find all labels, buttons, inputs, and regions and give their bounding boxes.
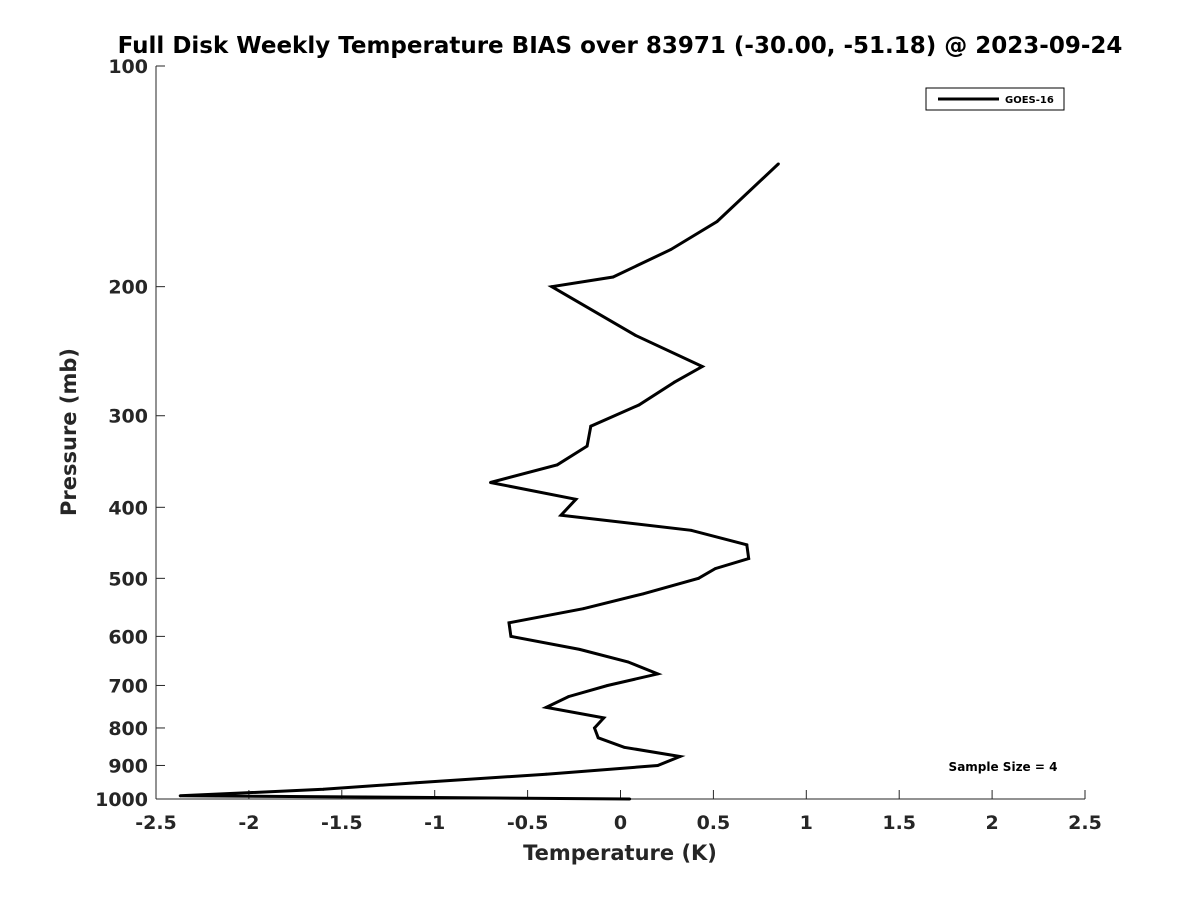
data-point — [672, 380, 676, 384]
data-point — [747, 557, 751, 561]
plot-area: -2.5 -2 -1.5 -1 -0.5 0 0.5 1 1.5 2 2.5 100 200 300 40… — [95, 56, 1102, 834]
data-point — [602, 716, 606, 720]
data-point — [550, 285, 554, 289]
data-point — [745, 543, 749, 547]
data-point — [697, 576, 700, 580]
data-point — [606, 684, 609, 687]
data-point — [713, 567, 717, 571]
data-point — [777, 162, 780, 166]
y-tick-label: 500 — [108, 568, 148, 590]
x-tick-label: 2.5 — [1068, 812, 1102, 834]
chart-title: Full Disk Weekly Temperature BIAS over 8… — [118, 33, 1123, 59]
x-tick-label: -2.5 — [135, 812, 177, 834]
data-point — [507, 621, 511, 625]
y-tick-label: 800 — [108, 718, 148, 740]
data-point — [321, 787, 325, 791]
data-point — [414, 796, 418, 799]
data-point — [555, 463, 559, 467]
x-axis-label: Temperature (K) — [523, 841, 717, 865]
x-tick-label: 1 — [800, 812, 813, 834]
data-point — [593, 726, 596, 730]
data-point — [589, 424, 593, 428]
data-point — [574, 497, 578, 501]
data-point — [489, 481, 492, 484]
x-tick-label: -0.5 — [507, 812, 549, 834]
y-tick-label: 700 — [108, 675, 148, 697]
data-point — [626, 660, 630, 664]
data-point — [578, 647, 582, 651]
data-point — [544, 706, 548, 709]
data-point — [641, 592, 645, 596]
data-point — [596, 736, 600, 740]
y-tick-label: 900 — [108, 755, 148, 777]
x-tick-label: 2 — [985, 812, 998, 834]
x-tick-label: -1 — [424, 812, 445, 834]
data-point — [567, 695, 570, 699]
y-tick-label: 200 — [108, 277, 148, 299]
data-point — [611, 275, 615, 279]
data-point — [509, 634, 513, 638]
data-point — [559, 513, 563, 517]
data-point — [585, 444, 589, 448]
data-point — [669, 248, 673, 251]
data-point — [656, 672, 660, 676]
data-point — [689, 528, 693, 532]
x-tick-label: 0 — [614, 812, 627, 834]
legend-label-goes16: GOES-16 — [1005, 95, 1054, 106]
data-points — [178, 162, 780, 801]
sample-size-annotation: Sample Size = 4 — [949, 760, 1058, 774]
x-tick-label: -1.5 — [321, 812, 363, 834]
legend: GOES-16 — [925, 87, 1065, 111]
data-point — [628, 797, 632, 801]
data-point — [715, 220, 719, 223]
series-line-goes16 — [180, 162, 780, 801]
x-tick-label: 1.5 — [882, 812, 916, 834]
data-point — [637, 403, 641, 407]
x-tick-label: 0.5 — [697, 812, 731, 834]
y-axis-label: Pressure (mb) — [57, 348, 81, 516]
data-point — [178, 794, 182, 798]
y-tick-label: 100 — [108, 56, 148, 78]
data-point — [622, 745, 626, 749]
y-ticks: 100 200 300 400 500 600 700 800 900 1000 — [95, 56, 165, 811]
data-point — [678, 755, 682, 758]
data-point — [633, 333, 637, 337]
x-tick-label: -2 — [238, 812, 259, 834]
data-point — [544, 772, 548, 776]
y-tick-label: 300 — [108, 406, 148, 428]
y-tick-label: 600 — [108, 626, 148, 648]
x-ticks: -2.5 -2 -1.5 -1 -0.5 0 0.5 1 1.5 2 2.5 — [135, 790, 1102, 834]
data-point — [414, 781, 418, 785]
data-point — [656, 764, 660, 767]
y-tick-label: 1000 — [95, 789, 148, 811]
data-point — [581, 607, 585, 611]
y-tick-label: 400 — [108, 497, 148, 519]
data-point — [700, 365, 704, 368]
